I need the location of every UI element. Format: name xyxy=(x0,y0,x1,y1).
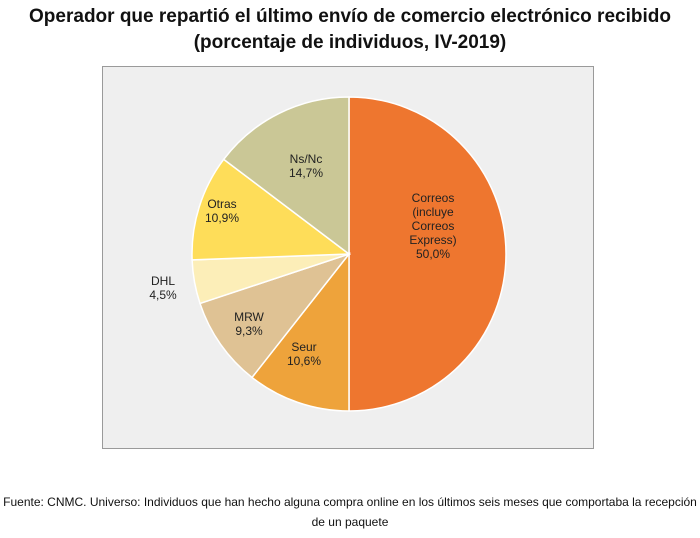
slice-label-dhl: DHL 4,5% xyxy=(149,274,177,302)
pie-slice-ns-nc xyxy=(222,96,350,256)
pie-slice-seur xyxy=(250,251,350,412)
pie-slice-correos xyxy=(348,96,507,412)
slice-label-otras: Otras 10,9% xyxy=(205,197,239,225)
chart-title-line1: Operador que repartió el último envío de… xyxy=(29,6,671,27)
slice-label-correos: Correos (incluye Correos Express) 50,0% xyxy=(409,191,456,261)
pie-chart: Correos (incluye Correos Express) 50,0% Seur 1… xyxy=(149,96,507,412)
slice-label-ns-nc: Ns/Nc 14,7% xyxy=(289,152,323,180)
pie-slice-mrw xyxy=(199,252,352,379)
chart-subtitle: (porcentaje de individuos, IV-2019) xyxy=(193,32,507,53)
source-note: Fuente: CNMC. Universo: Individuos que h… xyxy=(3,495,697,529)
pie-slice-otras xyxy=(191,158,352,261)
chart-title: Operador que repartió el último envío de… xyxy=(0,4,700,56)
slice-label-mrw: MRW 9,3% xyxy=(234,310,264,338)
slice-label-seur: Seur 10,6% xyxy=(287,340,321,368)
